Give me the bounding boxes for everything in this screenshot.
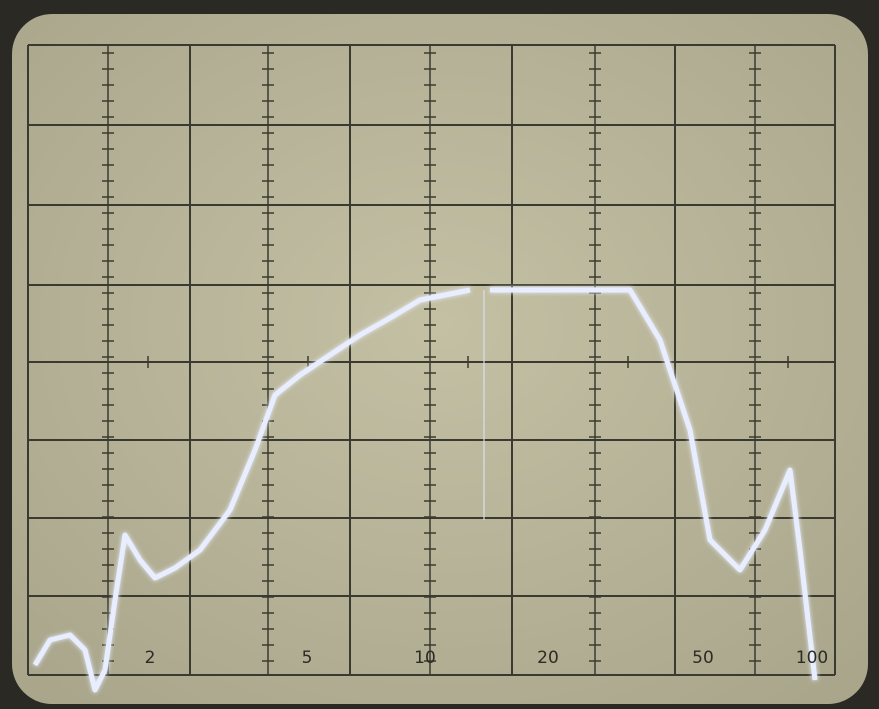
tick-columns (102, 45, 789, 675)
scale-label: 5 (302, 648, 313, 668)
trace (32, 287, 818, 693)
scale-label: 2 (145, 648, 156, 668)
screen (12, 14, 868, 704)
scale-label: 10 (414, 648, 436, 668)
scale-label: 20 (537, 648, 559, 668)
graticule (27, 44, 836, 676)
scale-labels: 2 5 10 20 50 100 (145, 648, 829, 668)
scale-label: 50 (692, 648, 714, 668)
scale-label: 100 (796, 648, 828, 668)
